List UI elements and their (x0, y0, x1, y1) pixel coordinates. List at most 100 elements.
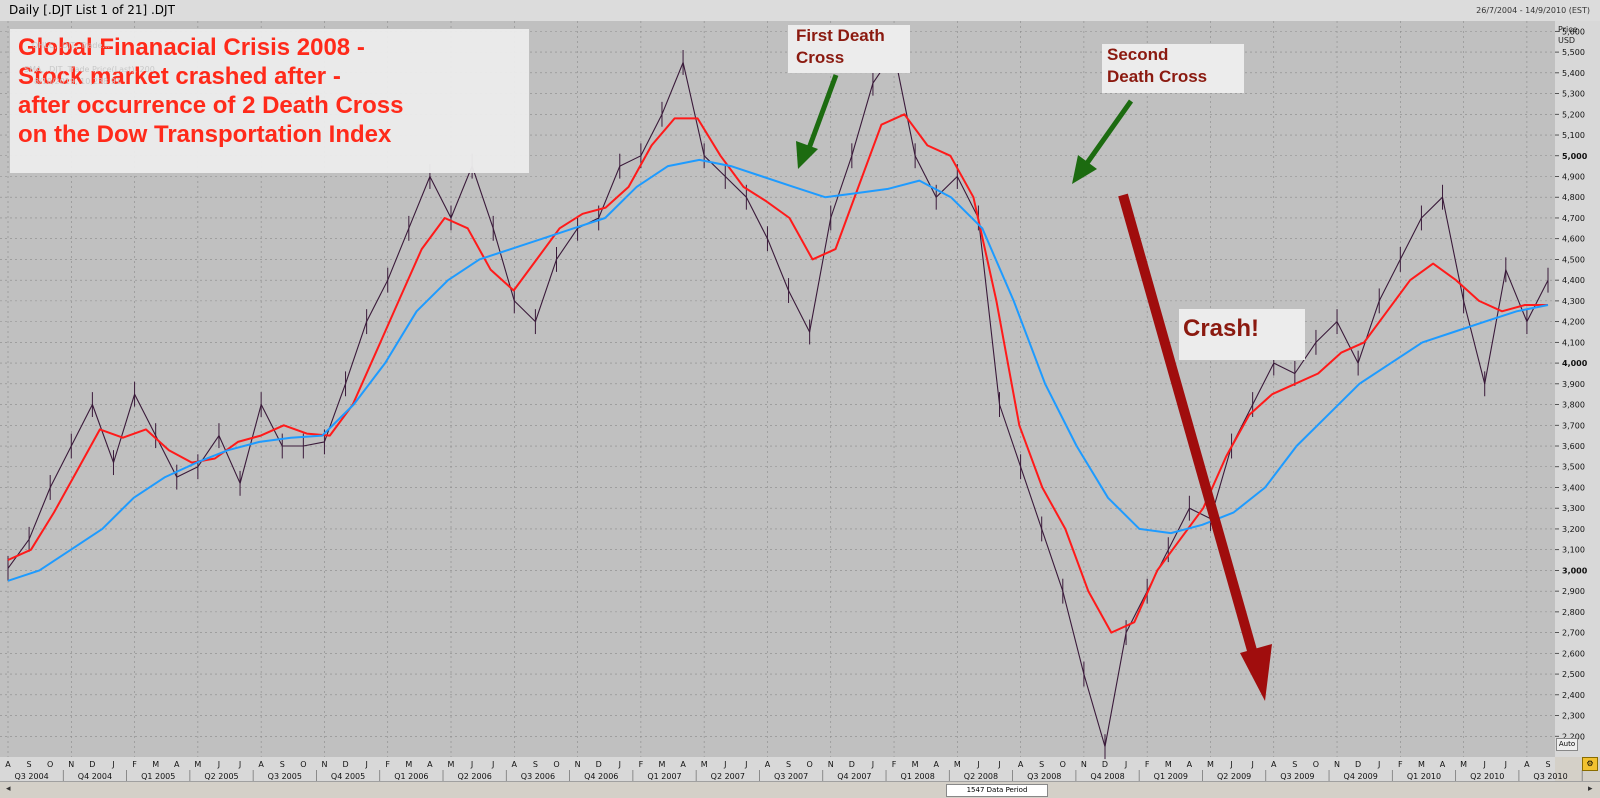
second-cross-line-1: Second (1107, 45, 1169, 64)
month-label: M (1460, 760, 1467, 769)
month-label: J (238, 760, 241, 769)
price-tick-label: 4,700 (1562, 214, 1585, 223)
headline-line-4: on the Dow Transportation Index (18, 121, 392, 148)
price-tick-label: 2,800 (1562, 608, 1585, 617)
price-tick-label: 3,900 (1562, 380, 1585, 389)
quarter-label: Q2 2008 (964, 772, 998, 781)
month-label: A (258, 760, 264, 769)
quarter-label: Q3 2005 (268, 772, 302, 781)
month-label: M (448, 760, 455, 769)
price-tick-label: 5,200 (1562, 110, 1585, 119)
month-label: S (1039, 760, 1044, 769)
month-label: M (1165, 760, 1172, 769)
price-tick-label: 3,100 (1562, 546, 1585, 555)
month-label: D (596, 760, 602, 769)
month-label: J (470, 760, 473, 769)
month-label: M (701, 760, 708, 769)
month-label: O (1313, 760, 1319, 769)
month-label: D (1102, 760, 1108, 769)
fast-ma-series (7, 113, 1548, 634)
month-label: O (806, 760, 812, 769)
slow-ma-series (7, 158, 1549, 582)
month-label: A (765, 760, 771, 769)
faint-legend-1: OHLC, .DJT, Trade... (32, 41, 111, 50)
month-label: F (1145, 760, 1150, 769)
quarter-label: Q1 2007 (647, 772, 681, 781)
time-axis-background (0, 757, 1555, 781)
month-label: N (321, 760, 327, 769)
month-label: N (575, 760, 581, 769)
month-label: F (892, 760, 897, 769)
auto-scale-button[interactable]: Auto (1556, 738, 1578, 751)
price-tick-label: 2,900 (1562, 587, 1585, 596)
month-label: A (1524, 760, 1530, 769)
price-tick-label: 2,400 (1562, 691, 1585, 700)
month-label: F (385, 760, 390, 769)
price-tick-label: 2,300 (1562, 712, 1585, 721)
quarter-label: Q4 2007 (837, 772, 871, 781)
month-label: O (300, 760, 306, 769)
quarter-label: Q2 2009 (1217, 772, 1251, 781)
month-label: S (786, 760, 791, 769)
first-cross-arrow (805, 74, 839, 152)
headline-annotation: Global Finanacial Crisis 2008 - Stock ma… (10, 29, 529, 173)
scroll-left-icon[interactable]: ◂ (6, 784, 11, 794)
price-tick-label: 3,500 (1562, 463, 1585, 472)
price-tick-label: 4,900 (1562, 172, 1585, 181)
price-axis-unit: USD (1558, 36, 1575, 45)
price-axis-background (1555, 21, 1600, 757)
price-tick-label: 3,600 (1562, 442, 1585, 451)
month-label: A (680, 760, 686, 769)
month-label: J (723, 760, 726, 769)
month-label: J (618, 760, 621, 769)
month-label: J (1377, 760, 1380, 769)
price-tick-label: 4,300 (1562, 297, 1585, 306)
month-label: O (47, 760, 53, 769)
price-tick-label: 3,000 (1562, 566, 1588, 575)
quarter-label: Q1 2009 (1154, 772, 1188, 781)
chart-settings-icon[interactable]: ⚙ (1582, 757, 1598, 771)
month-label: A (1440, 760, 1446, 769)
quarter-label: Q1 2010 (1407, 772, 1441, 781)
quarter-label: Q2 2007 (711, 772, 745, 781)
window-titlebar: Daily [.DJT List 1 of 21] .DJT 26/7/2004… (0, 0, 1600, 22)
month-label: A (5, 760, 11, 769)
first-death-cross-label: First Death Cross (788, 25, 910, 73)
quarter-label: Q1 2008 (901, 772, 935, 781)
quarter-label: Q2 2005 (204, 772, 238, 781)
quarter-label: Q4 2008 (1090, 772, 1124, 781)
month-label: J (871, 760, 874, 769)
month-label: S (533, 760, 538, 769)
price-tick-label: 5,300 (1562, 90, 1585, 99)
second-death-cross-label: Second Death Cross (1102, 44, 1244, 93)
month-label: S (1292, 760, 1297, 769)
faint-legend-2: SMA, .DJT, Trade Price(Last), 200 (24, 65, 155, 74)
crash-text: Crash! (1183, 315, 1260, 342)
month-label: M (194, 760, 201, 769)
month-label: A (174, 760, 180, 769)
month-label: J (1483, 760, 1486, 769)
first-cross-line-2: Cross (796, 48, 845, 67)
month-label: J (111, 760, 114, 769)
headline-line-1: Global Finanacial Crisis 2008 - (18, 34, 365, 61)
price-tick-label: 2,600 (1562, 649, 1585, 658)
month-label: J (744, 760, 747, 769)
quarter-label: Q1 2006 (394, 772, 428, 781)
price-tick-label: 3,200 (1562, 525, 1585, 534)
month-label: D (342, 760, 348, 769)
month-label: J (976, 760, 979, 769)
scroll-right-icon[interactable]: ▸ (1588, 784, 1593, 794)
month-label: J (1124, 760, 1127, 769)
window-title: Daily [.DJT List 1 of 21] .DJT (9, 3, 175, 17)
month-label: F (1398, 760, 1403, 769)
price-tick-label: 5,000 (1562, 152, 1588, 161)
month-label: J (217, 760, 220, 769)
month-label: J (997, 760, 1000, 769)
month-label: A (1018, 760, 1024, 769)
month-label: N (1334, 760, 1340, 769)
price-tick-label: 3,700 (1562, 421, 1585, 430)
faint-legend-3: 8/10/2019, 10,238.91 (34, 77, 121, 86)
month-label: D (849, 760, 855, 769)
quarter-label: Q4 2009 (1344, 772, 1378, 781)
